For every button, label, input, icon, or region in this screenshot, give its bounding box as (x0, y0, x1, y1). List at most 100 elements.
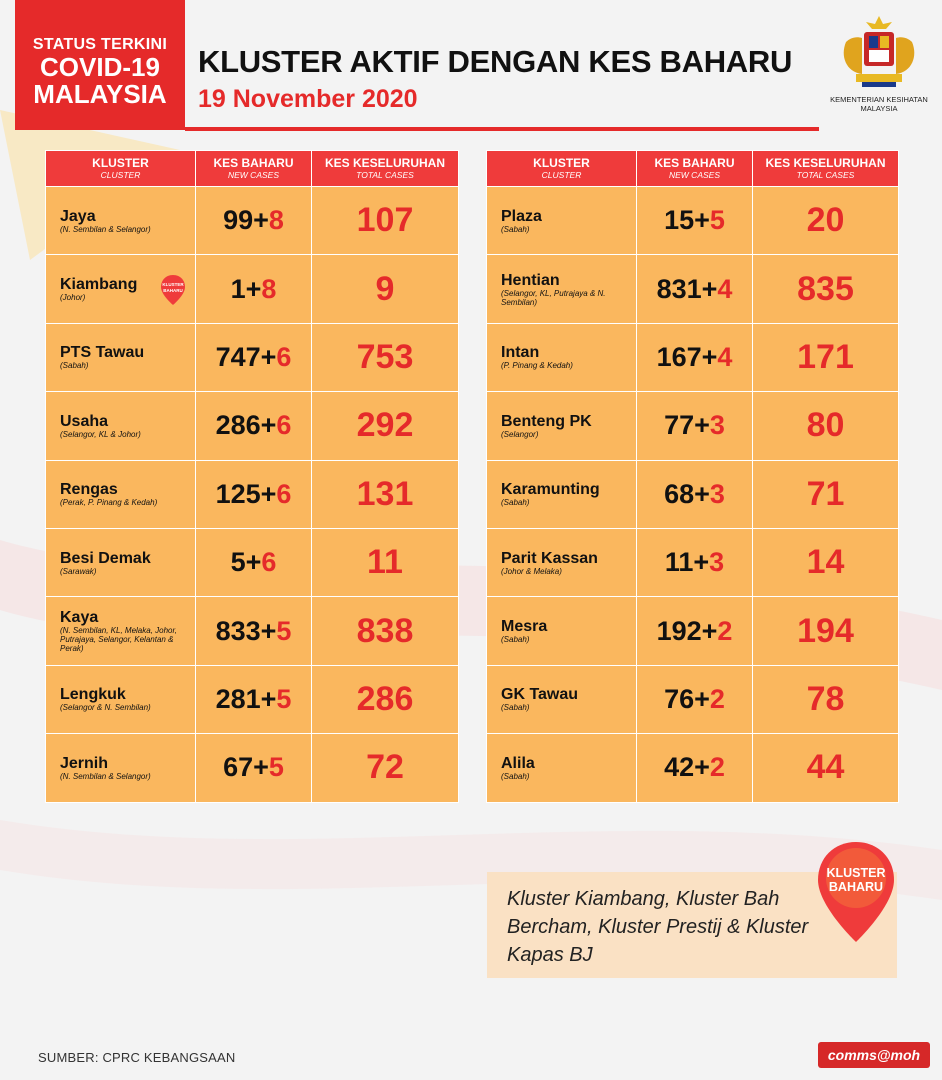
header-cluster-label: KLUSTER (533, 156, 590, 170)
header-new-cases-label: KES BAHARU (213, 156, 294, 170)
previous-cases: 1 (230, 273, 246, 304)
table-row: Rengas (Perak, P. Pinang & Kedah) 125+6 1… (45, 459, 459, 529)
cluster-name: Lengkuk (60, 686, 126, 704)
coat-of-arms-icon (843, 16, 915, 87)
new-cases-cell: 281+5 (195, 664, 312, 735)
header-total-cases-label: KES KESELURUHAN (324, 156, 445, 170)
header-total-cases: KES KESELURUHAN TOTAL CASES (311, 150, 459, 187)
cluster-name-cell: Jernih (N. Sembilan & Selangor) (45, 733, 196, 803)
table-header-row: KLUSTER CLUSTER KES BAHARU NEW CASES KES… (45, 150, 459, 187)
added-cases: 6 (276, 341, 292, 372)
total-cases-cell: 753 (311, 322, 459, 393)
cluster-name-cell: Rengas (Perak, P. Pinang & Kedah) (45, 459, 196, 529)
added-cases: 8 (261, 273, 277, 304)
table-row: Hentian (Selangor, KL, Putrajaya & N. Sem… (486, 254, 899, 324)
cluster-name: Mesra (501, 618, 548, 636)
table-row: Lengkuk (Selangor & N. Sembilan) 281+5 28… (45, 664, 459, 735)
previous-cases: 11 (664, 547, 694, 578)
new-cases-cell: 747+6 (195, 322, 312, 393)
total-cases-cell: 194 (752, 596, 899, 666)
table-row: GK Tawau (Sabah) 76+2 78 (486, 664, 899, 735)
cluster-region: (Sabah) (501, 224, 530, 234)
cluster-name: Rengas (60, 481, 118, 499)
header-total-cases: KES KESELURUHAN TOTAL CASES (752, 150, 899, 187)
previous-cases: 831 (656, 273, 702, 304)
header-cluster-sub: CLUSTER (541, 170, 582, 180)
previous-cases: 67 (223, 752, 254, 783)
table-row: Besi Demak (Sarawak) 5+6 11 (45, 527, 459, 598)
new-cases-cell: 125+6 (195, 459, 312, 529)
cluster-name-cell: Parit Kassan (Johor & Melaka) (486, 527, 637, 598)
cluster-name-cell: Mesra (Sabah) (486, 596, 637, 666)
total-cases-cell: 835 (752, 254, 899, 324)
new-cases-cell: 833+5 (195, 596, 312, 666)
header-divider (185, 127, 819, 131)
header-new-cases: KES BAHARU NEW CASES (636, 150, 753, 187)
header-new-cases-sub: NEW CASES (227, 170, 279, 180)
cluster-name: Jernih (60, 754, 109, 772)
cluster-name-cell: Plaza (Sabah) (486, 185, 637, 256)
cluster-name-cell: Jaya (N. Sembilan & Selangor) (45, 185, 196, 256)
header-total-cases-sub: TOTAL CASES (796, 170, 855, 180)
cluster-region: (Sabah) (501, 771, 530, 781)
previous-cases: 125 (215, 478, 261, 509)
cluster-name-cell: PTS Tawau (Sabah) (45, 322, 196, 393)
cluster-name: PTS Tawau (60, 344, 145, 362)
map-pin-icon: KLUSTER BAHARU (818, 842, 894, 942)
table-header-row: KLUSTER CLUSTER KES BAHARU NEW CASES KES… (486, 150, 899, 187)
cluster-name: Intan (501, 344, 540, 362)
new-cluster-badge-icon: KLUSTER BAHARU (161, 275, 185, 306)
header-cluster-label: KLUSTER (92, 156, 149, 170)
page-date: 19 November 2020 (198, 85, 418, 113)
svg-text:BAHARU: BAHARU (163, 288, 183, 293)
cluster-name-cell: Usaha (Selangor, KL & Johor) (45, 391, 196, 461)
status-line-3: MALAYSIA (33, 79, 167, 109)
cluster-region: (Sarawak) (60, 566, 97, 576)
cluster-region: (Selangor, KL & Johor) (60, 429, 141, 439)
cluster-name-cell: Alila (Sabah) (486, 733, 637, 803)
total-cases-cell: 286 (311, 664, 459, 735)
cluster-region: (Sabah) (501, 635, 530, 645)
previous-cases: 15 (664, 205, 695, 236)
source-label: SUMBER: CPRC KEBANGSAAN (38, 1050, 236, 1065)
cluster-name: Jaya (60, 207, 96, 225)
table-row: Kiambang (Johor) KLUSTER BAHARU 1+8 9 (45, 254, 459, 324)
added-cases: 5 (276, 615, 292, 646)
total-cases-cell: 72 (311, 733, 459, 803)
status-line-2: COVID-19 (40, 52, 160, 82)
total-cases-cell: 14 (752, 527, 899, 598)
total-cases-cell: 80 (752, 391, 899, 461)
header-cluster: KLUSTER CLUSTER (486, 150, 637, 187)
cluster-name-cell: Karamunting (Sabah) (486, 459, 637, 529)
total-cases-cell: 107 (311, 185, 459, 256)
cluster-name: Parit Kassan (501, 549, 598, 567)
total-cases-cell: 131 (311, 459, 459, 529)
table-row: Benteng PK (Selangor) 77+3 80 (486, 391, 899, 461)
pin-line-1: KLUSTER (826, 866, 885, 880)
previous-cases: 99 (223, 205, 254, 236)
total-cases-cell: 20 (752, 185, 899, 256)
total-cases-cell: 44 (752, 733, 899, 803)
cluster-name-cell: Kiambang (Johor) KLUSTER BAHARU (45, 254, 196, 324)
svg-text:KLUSTER: KLUSTER (162, 282, 184, 287)
right-cluster-table: KLUSTER CLUSTER KES BAHARU NEW CASES KES… (486, 150, 899, 803)
new-cases-cell: 286+6 (195, 391, 312, 461)
table-row: Alila (Sabah) 42+2 44 (486, 733, 899, 803)
added-cases: 5 (276, 683, 292, 714)
new-cases-cell: 5+6 (195, 527, 312, 598)
cluster-name: GK Tawau (501, 686, 579, 704)
cluster-region: (Selangor & N. Sembilan) (60, 703, 151, 713)
cluster-region: (N. Sembilan & Selangor) (60, 771, 151, 781)
cluster-name: Benteng PK (501, 412, 592, 430)
added-cases: 6 (276, 410, 292, 441)
total-cases-cell: 838 (311, 596, 459, 666)
previous-cases: 42 (664, 752, 695, 783)
table-row: Jaya (N. Sembilan & Selangor) 99+8 107 (45, 185, 459, 256)
new-cases-cell: 192+2 (636, 596, 753, 666)
page-title: KLUSTER AKTIF DENGAN KES BAHARU (198, 44, 793, 79)
cluster-region: (Sabah) (501, 498, 530, 508)
total-cases-cell: 9 (311, 254, 459, 324)
header-total-cases-sub: TOTAL CASES (356, 170, 414, 180)
cluster-name: Hentian (501, 271, 560, 289)
previous-cases: 76 (664, 683, 695, 714)
